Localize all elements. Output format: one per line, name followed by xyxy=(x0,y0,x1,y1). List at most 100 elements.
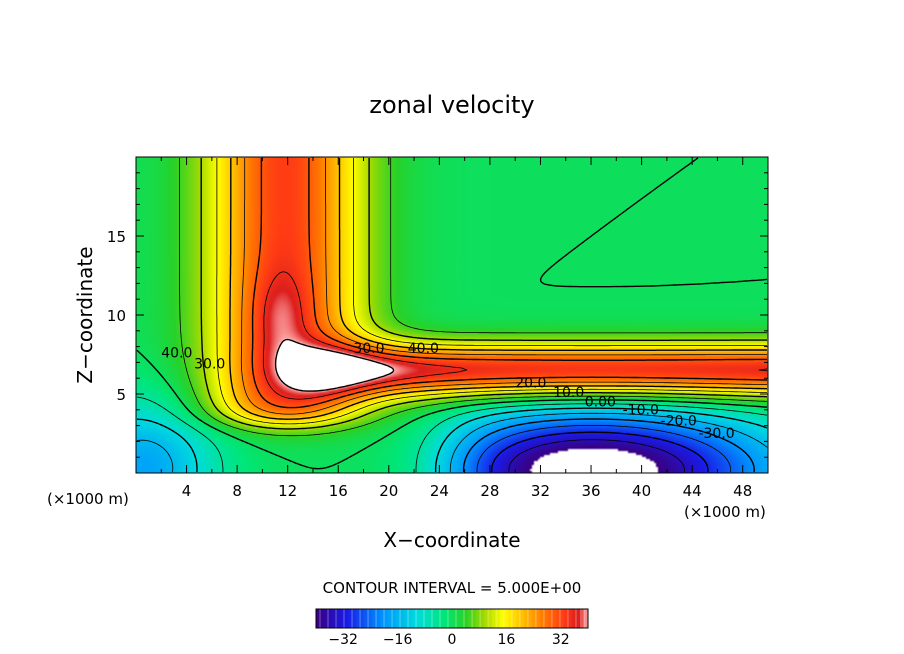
contour-lines xyxy=(136,157,768,473)
colorbar-segment xyxy=(520,609,525,628)
colorbar-segment xyxy=(392,609,397,628)
colorbar-segment xyxy=(516,609,521,628)
colorbar-segment xyxy=(504,609,509,628)
colorbar-tick-label: 16 xyxy=(497,632,515,648)
chart-title: zonal velocity xyxy=(369,91,534,119)
contour-label: 0.00 xyxy=(585,395,616,411)
contour-line-0 xyxy=(136,157,768,470)
colorbar-segment xyxy=(460,609,465,628)
contour-interval-text: CONTOUR INTERVAL = 5.000E+00 xyxy=(323,579,582,597)
colorbar-segment xyxy=(356,609,361,628)
x-axis-label: X−coordinate xyxy=(383,528,520,552)
x-tick-label: 12 xyxy=(278,482,297,500)
colorbar-segment xyxy=(400,609,405,628)
colorbar-tick-labels: −32 −16 0 16 32 xyxy=(328,632,569,648)
x-tick-label: 4 xyxy=(182,482,192,500)
colorbar-segment xyxy=(580,609,585,628)
colorbar-segment xyxy=(408,609,413,628)
colorbar-segment xyxy=(388,609,393,628)
colorbar-segment xyxy=(380,609,385,628)
contour-label: 20.0 xyxy=(515,376,546,392)
colorbar-segment xyxy=(572,609,577,628)
contour-line-30 xyxy=(251,158,768,409)
contour-label: -30.0 xyxy=(698,426,734,442)
colorbar-segment xyxy=(488,609,493,628)
colorbar-segment xyxy=(352,609,357,628)
colorbar-segment xyxy=(376,609,381,628)
colorbar-segment xyxy=(416,609,421,628)
colorbar-segment xyxy=(552,609,557,628)
colorbar-segment xyxy=(340,609,345,628)
colorbar-segment xyxy=(536,609,541,628)
y-tick-label: 5 xyxy=(116,386,126,404)
colorbar-frame xyxy=(315,608,589,629)
contour-line-15 xyxy=(216,158,767,425)
colorbar-segment xyxy=(404,609,409,628)
colorbar-segment xyxy=(324,609,329,628)
x-tick-label: 24 xyxy=(430,482,449,500)
colorbar-segment xyxy=(568,609,573,628)
contour-line--20 xyxy=(462,418,755,473)
colorbar-segment xyxy=(512,609,517,628)
colorbar-segment xyxy=(532,609,537,628)
colorbar-segment xyxy=(480,609,485,628)
colorbar-segment xyxy=(508,609,513,628)
colorbar-segment xyxy=(348,609,353,628)
contour-label: 40.0 xyxy=(408,341,439,357)
colorbar-segment xyxy=(432,609,437,628)
colorbar-segment xyxy=(320,609,325,628)
y-axis-label: Z−coordinate xyxy=(73,246,97,383)
x-tick-label: 44 xyxy=(683,482,702,500)
velocity-field xyxy=(136,157,768,473)
contour-line-20 xyxy=(229,158,767,420)
contour-label: 10.0 xyxy=(553,385,584,401)
contour-line--10 xyxy=(136,407,768,473)
colorbar-segment xyxy=(464,609,469,628)
colorbar-segment xyxy=(384,609,389,628)
x-tick-label: 40 xyxy=(632,482,651,500)
x-tick-label: 16 xyxy=(329,482,348,500)
contour-line--5 xyxy=(136,396,768,473)
colorbar-tick-label: 32 xyxy=(552,632,570,648)
x-tick-label: 28 xyxy=(480,482,499,500)
y-tick-label: 15 xyxy=(107,228,126,246)
colorbar-segment xyxy=(496,609,501,628)
colorbar-segment xyxy=(560,609,565,628)
colorbar-segment xyxy=(492,609,497,628)
contour-line--25 xyxy=(476,425,731,473)
colorbar-segment xyxy=(428,609,433,628)
colorbar-tick-label: −16 xyxy=(383,632,413,648)
colorbar-segment xyxy=(576,609,581,628)
colorbar-segment xyxy=(424,609,429,628)
contour-labels: 40.030.030.0 40.020.010.00.00 -10.0-20.0-3… xyxy=(161,341,734,442)
x-tick-label: 36 xyxy=(581,482,600,500)
colorbar-segment xyxy=(368,609,373,628)
y-tick-label: 10 xyxy=(107,307,126,325)
colorbar-segment xyxy=(548,609,553,628)
colorbar-tick-label: −32 xyxy=(328,632,358,648)
contour-label: 40.0 xyxy=(161,346,192,362)
contour-label: -20.0 xyxy=(661,414,697,430)
colorbar-segment xyxy=(584,609,589,628)
colorbar-segment xyxy=(564,609,569,628)
contour-line--30 xyxy=(491,431,709,473)
colorbar-segment xyxy=(468,609,473,628)
colorbar-segment xyxy=(524,609,529,628)
colorbar-segment xyxy=(364,609,369,628)
contour-line-5 xyxy=(179,158,768,437)
x-tick-label: 48 xyxy=(733,482,752,500)
colorbar-segment xyxy=(344,609,349,628)
colorbar-segment xyxy=(372,609,377,628)
x-tick-label: 32 xyxy=(531,482,550,500)
contour-label: -10.0 xyxy=(623,403,659,419)
colorbar-segment xyxy=(332,609,337,628)
x-unit-right: (×1000 m) xyxy=(684,503,766,521)
colorbar-segment xyxy=(476,609,481,628)
contour-line--15 xyxy=(136,412,768,473)
colorbar-segment xyxy=(412,609,417,628)
colorbar-segment xyxy=(472,609,477,628)
x-tick-label: 8 xyxy=(232,482,242,500)
colorbar-segment xyxy=(360,609,365,628)
colorbar-segment xyxy=(444,609,449,628)
